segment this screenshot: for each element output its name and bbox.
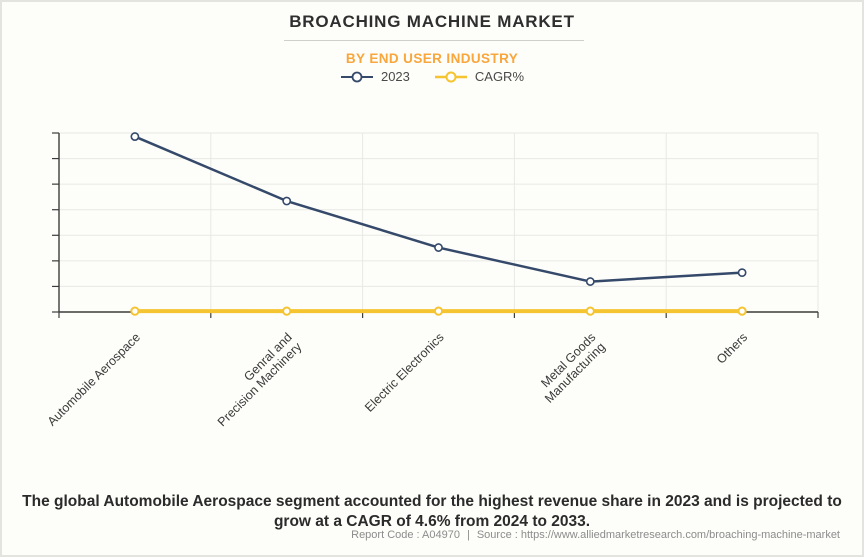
footer: Report Code : A04970 | Source : https://ww… (351, 529, 840, 541)
line-chart: Automobile Aerospace Genral andPrecision … (45, 132, 819, 430)
x-axis-label: Others (714, 330, 750, 366)
page-subtitle: BY END USER INDUSTRY (345, 51, 519, 66)
data-point (737, 306, 747, 316)
data-point (282, 306, 292, 316)
data-point (737, 268, 747, 278)
data-point (585, 306, 595, 316)
data-point (434, 243, 443, 252)
summary-text: The global Automobile Aerospace segment … (22, 492, 842, 531)
data-point (130, 306, 140, 316)
report-code: Report Code : A04970 (351, 529, 460, 541)
data-point (433, 306, 444, 316)
source-url: Source : https://www.alliedmarketresearc… (476, 529, 840, 541)
x-axis-label: Electric Electronics (362, 330, 447, 415)
legend-item-2023: 2023 (340, 69, 410, 84)
x-axis-label: Genral andPrecision Machinery (205, 330, 305, 430)
legend-item-cagr: CAGR% (434, 69, 524, 84)
legend-label-2023: 2023 (380, 69, 410, 84)
footer-divider: | (466, 529, 470, 541)
chart-legend: 2023 CAGR% (2, 69, 862, 84)
legend-label-cagr: CAGR% (474, 69, 525, 84)
title-underline (284, 40, 584, 41)
x-axis-label: Automobile Aerospace (45, 330, 143, 428)
line-marker-icon (340, 71, 373, 82)
data-point (585, 277, 595, 286)
data-point (130, 132, 140, 141)
page-title: BROACHING MACHINE MARKET (289, 12, 575, 31)
line-marker-icon (434, 71, 467, 82)
x-axis-label: Metal GoodsManufacturing (533, 330, 608, 405)
data-point (282, 196, 292, 206)
